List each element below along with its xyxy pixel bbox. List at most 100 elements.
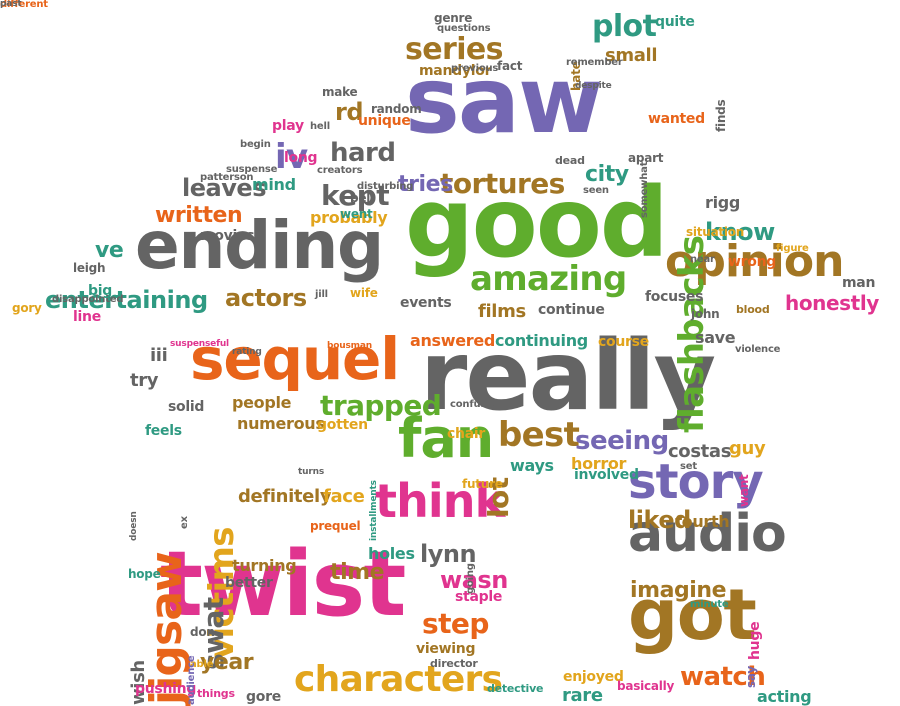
cloud-word-story: story (628, 454, 764, 510)
cloud-word-ways: ways (510, 456, 554, 475)
cloud-word-answered: answered (410, 331, 495, 350)
cloud-word-mind: mind (252, 175, 296, 194)
cloud-word-honestly: honestly (785, 291, 879, 315)
cloud-word-things: things (197, 687, 235, 700)
cloud-word-movies: movies (200, 228, 255, 244)
cloud-word-bousman: bousman (327, 341, 372, 351)
cloud-word-begin: begin (240, 139, 271, 150)
cloud-word-solid: solid (168, 399, 205, 415)
cloud-word-dead: dead (555, 154, 585, 167)
cloud-word-focuses: focuses (645, 289, 704, 305)
cloud-word-tortures: tortures (440, 167, 565, 200)
cloud-word-year: year (200, 650, 254, 675)
cloud-word-ending: ending (135, 207, 384, 284)
cloud-word-blood: blood (736, 303, 770, 316)
cloud-word-plot: plot (592, 9, 657, 44)
cloud-word-continuing: continuing (495, 331, 588, 350)
cloud-word-turning: turning (232, 556, 297, 575)
cloud-word-big: big (88, 283, 113, 299)
cloud-word-involved: involved (574, 467, 639, 483)
cloud-word-violence: violence (735, 344, 781, 355)
cloud-word-unique: unique (358, 113, 411, 129)
cloud-word-numerous: numerous (237, 414, 325, 433)
cloud-word-remember: remember (566, 57, 623, 68)
cloud-word-despite: despite (575, 81, 612, 91)
cloud-word-doesn: doesn (129, 511, 139, 541)
cloud-word-opinion: opinion (665, 236, 844, 287)
cloud-word-definitely: definitely (238, 486, 332, 507)
cloud-word-try: try (130, 370, 159, 391)
cloud-word-face: face (323, 486, 365, 507)
cloud-word-think: think (375, 474, 505, 528)
cloud-word-characters: characters (294, 659, 503, 700)
cloud-word-actors: actors (225, 284, 307, 312)
cloud-word-fact: fact (497, 59, 523, 73)
cloud-word-somewhat: somewhat (639, 161, 650, 218)
cloud-word-ve: ve (95, 238, 124, 263)
cloud-word-small: small (605, 45, 658, 66)
cloud-word-feels: feels (145, 423, 182, 439)
cloud-word-sequel: sequel (190, 325, 400, 393)
cloud-word-hell: hell (310, 121, 330, 132)
cloud-word-chair: chair (447, 426, 486, 442)
cloud-word-different: different (0, 0, 48, 10)
cloud-word-tries: tries (398, 172, 453, 197)
cloud-word-disturbing: disturbing (357, 181, 414, 192)
cloud-word-seeing: seeing (575, 426, 669, 456)
cloud-word-continue: continue (538, 302, 605, 318)
cloud-word-questions: questions (437, 23, 491, 34)
cloud-word-watch: watch (680, 662, 766, 692)
cloud-word-set: set (680, 461, 697, 472)
cloud-word-previous: previous (451, 63, 499, 74)
cloud-word-leigh: leigh (73, 261, 106, 275)
cloud-word-able: able (190, 659, 214, 670)
cloud-word-confused: confused (450, 399, 500, 410)
cloud-word-huge: huge (747, 621, 763, 660)
cloud-word-staple: staple (455, 589, 503, 605)
cloud-word-going: going (465, 563, 476, 594)
cloud-word-series: series (405, 32, 503, 67)
cloud-word-prequel: prequel (310, 519, 361, 533)
cloud-word-rigg: rigg (705, 193, 741, 212)
cloud-word-saw: saw (405, 47, 603, 154)
cloud-word-really: really (420, 320, 716, 432)
cloud-word-iii: iii (150, 345, 168, 366)
cloud-word-rating: rating (232, 347, 262, 357)
cloud-word-better: better (225, 575, 273, 591)
cloud-word-hope: hope (128, 567, 161, 581)
cloud-word-twist: twist (160, 532, 406, 637)
cloud-word-apart: apart (628, 151, 664, 165)
cloud-word-know: know (705, 218, 775, 246)
cloud-word-suspenseful: suspenseful (170, 339, 229, 349)
cloud-word-rare: rare (562, 685, 603, 706)
cloud-word-say: say (744, 666, 758, 688)
cloud-word-went: went (340, 207, 373, 221)
cloud-word-mandylor: mandylor (419, 63, 492, 79)
cloud-word-play: play (272, 118, 304, 134)
cloud-word-wanted: wanted (648, 111, 705, 127)
cloud-word-audio: audio (628, 504, 787, 564)
cloud-word-near: near (690, 254, 715, 265)
cloud-word-amazing: amazing (470, 259, 627, 299)
cloud-word-john: john (691, 307, 720, 321)
cloud-word-kept: kept (321, 179, 390, 212)
cloud-word-imagine: imagine (630, 578, 727, 603)
cloud-word-line: line (73, 309, 101, 325)
cloud-word-audience: audience (186, 655, 197, 705)
cloud-word-costas: costas (668, 441, 732, 462)
cloud-word-creators: creators (317, 165, 363, 176)
cloud-word-guy: guy (729, 438, 766, 459)
cloud-word-finds: finds (714, 99, 728, 132)
cloud-word-turns: turns (298, 467, 325, 477)
cloud-word-iv: iv (275, 137, 308, 177)
cloud-word-city: city (585, 162, 629, 187)
cloud-word-gory: gory (12, 301, 42, 315)
cloud-word-wrong: wrong (728, 254, 777, 270)
cloud-word-step: step (422, 607, 489, 640)
cloud-word-acting: acting (757, 687, 812, 706)
cloud-word-good: good (405, 167, 669, 279)
cloud-word-minute: minute (690, 599, 729, 610)
cloud-word-detective: detective (487, 682, 544, 695)
cloud-word-situation: situation (686, 225, 745, 239)
